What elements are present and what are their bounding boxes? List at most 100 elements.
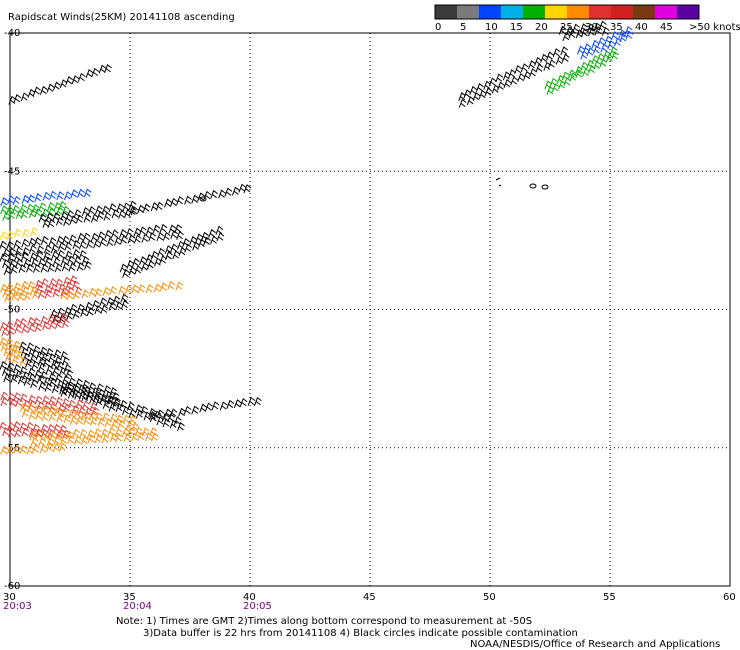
wind-barb (17, 292, 26, 302)
wind-barb (226, 399, 235, 409)
legend-label: >50 knots (689, 22, 740, 33)
wind-barb (59, 385, 67, 395)
wind-barb (115, 433, 124, 443)
wind-barb (148, 232, 157, 242)
wind-barb (19, 317, 28, 327)
legend-label: 25 (560, 22, 573, 33)
wind-barb (184, 243, 193, 253)
wind-barb (191, 405, 200, 415)
speed-legend: 0 5 10 15 20 25 30 35 40 45 >50 knots (434, 4, 740, 33)
wind-barb (54, 263, 63, 273)
wind-barb (52, 314, 61, 324)
wind-barb (27, 194, 35, 204)
wind-barb (63, 403, 72, 413)
wind-barb (503, 78, 512, 88)
wind-barb (91, 67, 100, 77)
wind-barb (2, 211, 11, 221)
wind-barb (607, 40, 616, 50)
wind-barb (111, 419, 119, 429)
wind-barb (27, 316, 35, 326)
wind-barb (19, 393, 28, 403)
wind-barb (26, 263, 34, 273)
wind-barb (76, 416, 84, 425)
wind-barb (56, 413, 65, 423)
wind-barb (31, 203, 40, 213)
wind-barb (0, 421, 7, 431)
wind-barb (20, 209, 29, 219)
wind-barb (34, 369, 43, 379)
wind-barb (17, 375, 26, 385)
wind-barb (60, 387, 69, 397)
wind-barb (109, 387, 118, 397)
wind-barb (0, 445, 9, 455)
wind-barb (131, 432, 139, 442)
wind-barb (239, 397, 248, 407)
wind-barb (40, 263, 49, 273)
wind-barb (84, 301, 93, 311)
wind-barb (47, 263, 56, 273)
wind-barb (11, 204, 20, 214)
wind-barb (560, 46, 569, 56)
wind-barb (96, 210, 105, 220)
wind-barb (120, 235, 128, 245)
wind-barb (0, 391, 9, 401)
wind-barb (21, 427, 30, 437)
wind-barb (111, 209, 120, 219)
wind-barb (104, 418, 113, 428)
wind-barb (183, 405, 192, 415)
wind-barb (100, 304, 109, 314)
wind-barb (80, 436, 89, 446)
wind-barb (69, 415, 78, 425)
wind-barb (91, 386, 100, 396)
wind-barb (243, 184, 252, 194)
legend-label: 35 (610, 22, 623, 33)
wind-barb (63, 276, 71, 286)
wind-barb (94, 288, 103, 298)
wind-barb (496, 81, 505, 91)
wind-barb (155, 201, 164, 211)
wind-barb (41, 412, 50, 422)
wind-barb (189, 235, 198, 245)
wind-barb (174, 224, 183, 234)
wind-barb (48, 395, 57, 405)
wind-barb (144, 432, 153, 442)
wind-barb (0, 397, 9, 407)
wind-barb (86, 239, 94, 249)
wind-barb (59, 79, 68, 89)
wind-barb (59, 435, 68, 445)
wind-barb (30, 437, 39, 447)
wind-barb (551, 83, 560, 93)
wind-barb (65, 76, 74, 86)
wind-barb (475, 83, 484, 92)
wind-barb (463, 89, 472, 99)
wind-barb (555, 55, 564, 65)
wind-barb (164, 245, 173, 255)
lon-tick-label: 35 (123, 592, 136, 603)
wind-barb (219, 401, 228, 411)
wind-barb (0, 197, 9, 207)
wind-barb (25, 358, 33, 368)
wind-barb (89, 402, 98, 412)
wind-barb (13, 444, 22, 454)
wind-barb (61, 262, 70, 272)
wind-barb (172, 250, 181, 260)
wind-barb (63, 414, 72, 424)
wind-barb (49, 431, 58, 440)
wind-barb (191, 194, 200, 204)
wind-barb (7, 326, 16, 336)
wind-barb (27, 280, 36, 290)
wind-barb (55, 430, 64, 440)
wind-barb (55, 319, 63, 329)
wind-barb (231, 186, 240, 196)
wind-barb (1, 327, 10, 337)
wind-barb (7, 210, 16, 220)
wind-barb (502, 71, 511, 81)
wind-barb (59, 424, 67, 434)
wind-barb (66, 291, 75, 301)
wind-barb (563, 77, 572, 87)
wind-barb (82, 379, 90, 389)
wind-barb (21, 228, 30, 238)
wind-barb (104, 229, 113, 239)
wind-barb (38, 381, 47, 391)
